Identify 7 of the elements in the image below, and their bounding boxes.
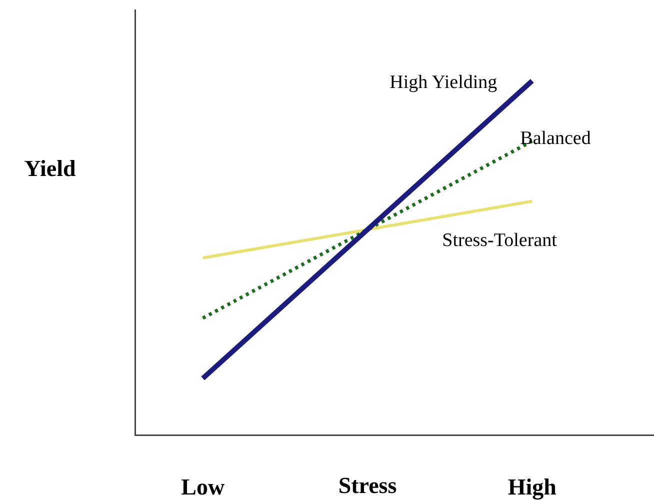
y-axis-title: Yield — [24, 156, 76, 181]
x-axis-title: Stress — [338, 472, 397, 498]
series-label: Balanced — [520, 128, 592, 150]
series-label: High Yielding — [390, 72, 498, 93]
x-tick-label: Low — [181, 474, 225, 500]
x-tick-label: High — [508, 474, 557, 501]
series-label: Stress-Tolerant — [442, 230, 558, 252]
